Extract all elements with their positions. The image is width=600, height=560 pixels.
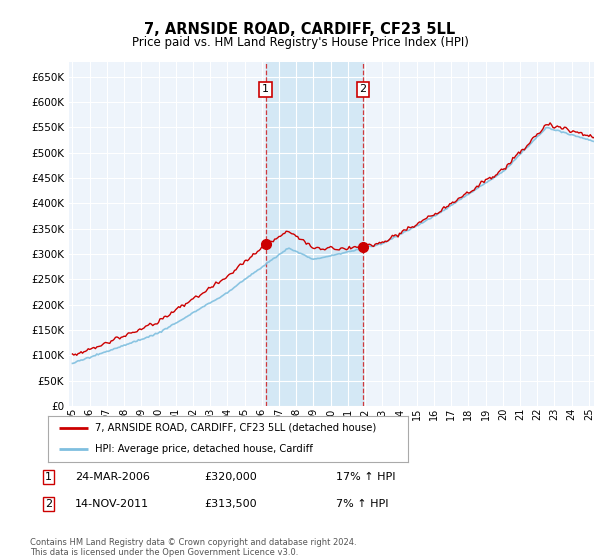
Text: £313,500: £313,500: [204, 499, 257, 509]
Text: £320,000: £320,000: [204, 472, 257, 482]
Text: HPI: Average price, detached house, Cardiff: HPI: Average price, detached house, Card…: [95, 444, 313, 454]
Text: 14-NOV-2011: 14-NOV-2011: [75, 499, 149, 509]
Bar: [266, 62, 363, 406]
Text: Contains HM Land Registry data © Crown copyright and database right 2024.
This d: Contains HM Land Registry data © Crown c…: [30, 538, 356, 557]
Text: 1: 1: [45, 472, 52, 482]
Text: 24-MAR-2006: 24-MAR-2006: [75, 472, 150, 482]
Text: Price paid vs. HM Land Registry's House Price Index (HPI): Price paid vs. HM Land Registry's House …: [131, 36, 469, 49]
Text: 1: 1: [262, 85, 269, 95]
Text: 2: 2: [45, 499, 52, 509]
Text: 7% ↑ HPI: 7% ↑ HPI: [336, 499, 389, 509]
Text: 17% ↑ HPI: 17% ↑ HPI: [336, 472, 395, 482]
Text: 2: 2: [359, 85, 367, 95]
Text: 7, ARNSIDE ROAD, CARDIFF, CF23 5LL: 7, ARNSIDE ROAD, CARDIFF, CF23 5LL: [145, 22, 455, 38]
Text: 7, ARNSIDE ROAD, CARDIFF, CF23 5LL (detached house): 7, ARNSIDE ROAD, CARDIFF, CF23 5LL (deta…: [95, 423, 376, 432]
